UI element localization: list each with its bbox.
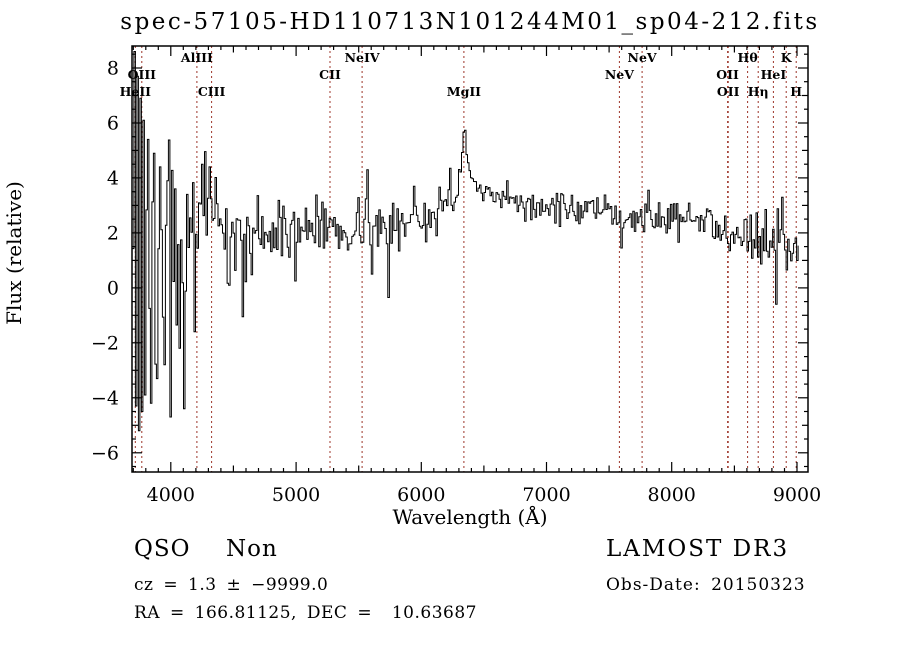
spectral-line-label: NeV (605, 67, 634, 82)
spectral-line-label: OII (717, 84, 740, 99)
spectrum-trace (132, 51, 799, 432)
x-tick-label: 6000 (397, 484, 445, 506)
plot-frame (131, 45, 809, 473)
y-tick-label: 4 (107, 167, 119, 189)
obs-date-line: Obs-Date: 20150323 (606, 575, 806, 595)
spectral-line-label: MgII (447, 84, 481, 99)
class-label: QSO (134, 536, 191, 562)
y-tick-label: 6 (107, 113, 119, 135)
y-tick-label: 0 (107, 277, 119, 299)
spectral-line-label: K (781, 50, 793, 65)
redshift-line: cz = 1.3 ± −9999.0 (134, 575, 329, 595)
plot-title: spec-57105-HD110713N101244M01_sp04-212.f… (120, 9, 820, 35)
survey-label: LAMOST DR3 (606, 536, 790, 562)
spectral-line-label: OIII (128, 67, 157, 82)
y-tick-label: 2 (107, 222, 119, 244)
x-tick-label: 8000 (648, 484, 696, 506)
spectral-line-label: CII (319, 67, 341, 82)
spectral-line-label: H (790, 84, 802, 99)
ra-dec-line: RA = 166.81125, DEC = 10.63687 (134, 603, 477, 623)
y-tick-label: −6 (91, 442, 119, 464)
y-axis-label-text: Flux (relative) (2, 181, 26, 325)
spectral-line-label: HeII (120, 84, 152, 99)
y-tick-label: 8 (107, 58, 119, 80)
spectral-line-label: HeI (761, 67, 787, 82)
x-tick-label: 4000 (147, 484, 195, 506)
spectral-line-label: NeIV (345, 50, 380, 65)
y-tick-label: −2 (91, 332, 119, 354)
y-tick-label: −4 (91, 387, 119, 409)
subclass-label: Non (226, 536, 278, 562)
spectral-line-label: NeV (628, 50, 657, 65)
spectral-line-label: CIII (198, 84, 226, 99)
x-axis-label: Wavelength (Å) (392, 505, 548, 529)
x-tick-label: 7000 (522, 484, 570, 506)
x-tick-label: 9000 (773, 484, 821, 506)
spectral-line-label: Hη (748, 84, 769, 99)
spectral-line-label: OII (716, 67, 739, 82)
x-tick-label: 5000 (272, 484, 320, 506)
spectral-line-label: Hθ (738, 50, 758, 65)
spectral-line-label: AlIII (180, 50, 213, 65)
